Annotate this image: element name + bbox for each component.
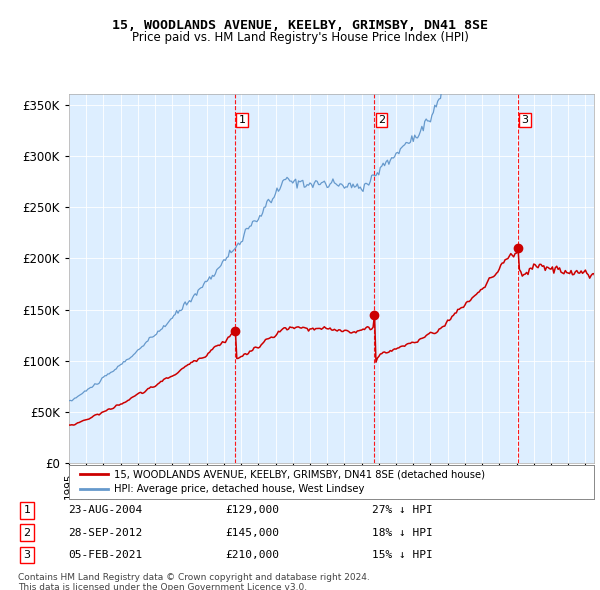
Text: 15% ↓ HPI: 15% ↓ HPI [371, 550, 433, 560]
Text: 15, WOODLANDS AVENUE, KEELBY, GRIMSBY, DN41 8SE: 15, WOODLANDS AVENUE, KEELBY, GRIMSBY, D… [112, 19, 488, 32]
Text: 3: 3 [521, 115, 529, 125]
Text: Contains HM Land Registry data © Crown copyright and database right 2024.: Contains HM Land Registry data © Crown c… [18, 573, 370, 582]
Text: 1: 1 [238, 115, 245, 125]
Text: 23-AUG-2004: 23-AUG-2004 [68, 506, 142, 516]
Text: £129,000: £129,000 [225, 506, 279, 516]
Text: 1: 1 [23, 506, 31, 516]
Text: 2: 2 [23, 528, 31, 537]
Text: Price paid vs. HM Land Registry's House Price Index (HPI): Price paid vs. HM Land Registry's House … [131, 31, 469, 44]
Text: 28-SEP-2012: 28-SEP-2012 [68, 528, 142, 537]
Text: 18% ↓ HPI: 18% ↓ HPI [371, 528, 433, 537]
Text: £210,000: £210,000 [225, 550, 279, 560]
Text: This data is licensed under the Open Government Licence v3.0.: This data is licensed under the Open Gov… [18, 583, 307, 590]
Text: HPI: Average price, detached house, West Lindsey: HPI: Average price, detached house, West… [113, 484, 364, 494]
Text: 05-FEB-2021: 05-FEB-2021 [68, 550, 142, 560]
Text: 27% ↓ HPI: 27% ↓ HPI [371, 506, 433, 516]
Text: 2: 2 [378, 115, 385, 125]
Text: 3: 3 [23, 550, 31, 560]
Text: £145,000: £145,000 [225, 528, 279, 537]
Text: 15, WOODLANDS AVENUE, KEELBY, GRIMSBY, DN41 8SE (detached house): 15, WOODLANDS AVENUE, KEELBY, GRIMSBY, D… [113, 469, 485, 479]
